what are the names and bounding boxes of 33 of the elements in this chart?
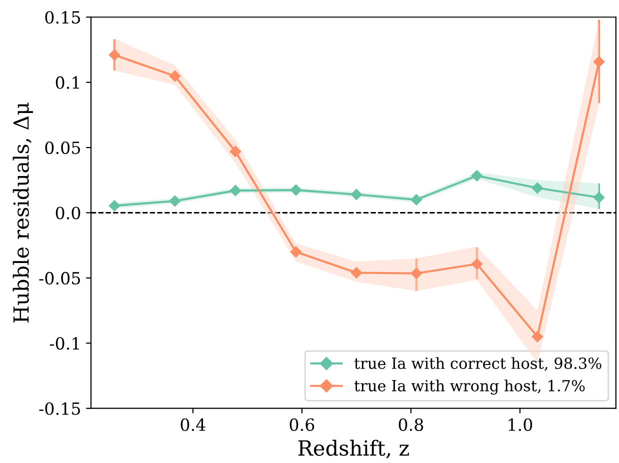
y-tick-label: -0.05	[39, 272, 80, 285]
point	[290, 246, 302, 258]
point	[471, 170, 483, 182]
point	[169, 195, 181, 207]
y-tick-label: 0.05	[45, 142, 80, 154]
point	[350, 266, 362, 279]
point	[230, 184, 242, 196]
legend-label: true Ia with correct host, 98.3%	[354, 357, 602, 371]
x-tick-label: 0.4	[180, 418, 206, 431]
point	[169, 70, 181, 82]
point	[593, 192, 605, 204]
point	[471, 258, 483, 270]
x-tick-label: 0.8	[398, 418, 424, 431]
legend-label: true Ia with wrong host, 1.7%	[354, 380, 585, 395]
point	[410, 268, 422, 280]
y-tick-label: 0.1	[56, 76, 79, 89]
x-axis-title: Redshift, z	[298, 440, 409, 458]
point	[108, 200, 120, 212]
point	[532, 330, 544, 343]
y-tick-label: 0.15	[45, 11, 80, 24]
x-tick-label: 1.0	[508, 418, 532, 431]
point	[410, 194, 422, 206]
y-tick-label: 0.0	[56, 206, 80, 220]
point	[532, 182, 544, 194]
point	[350, 188, 362, 200]
y-tick-label: -0.1	[50, 337, 79, 350]
x-tick-label: 0.6	[290, 418, 314, 431]
y-tick-label: -0.15	[39, 402, 80, 415]
point	[108, 49, 120, 61]
point	[290, 184, 302, 196]
point	[230, 146, 242, 158]
point	[593, 56, 605, 68]
y-axis-title: Hubble residuals, Δμ	[12, 102, 33, 323]
